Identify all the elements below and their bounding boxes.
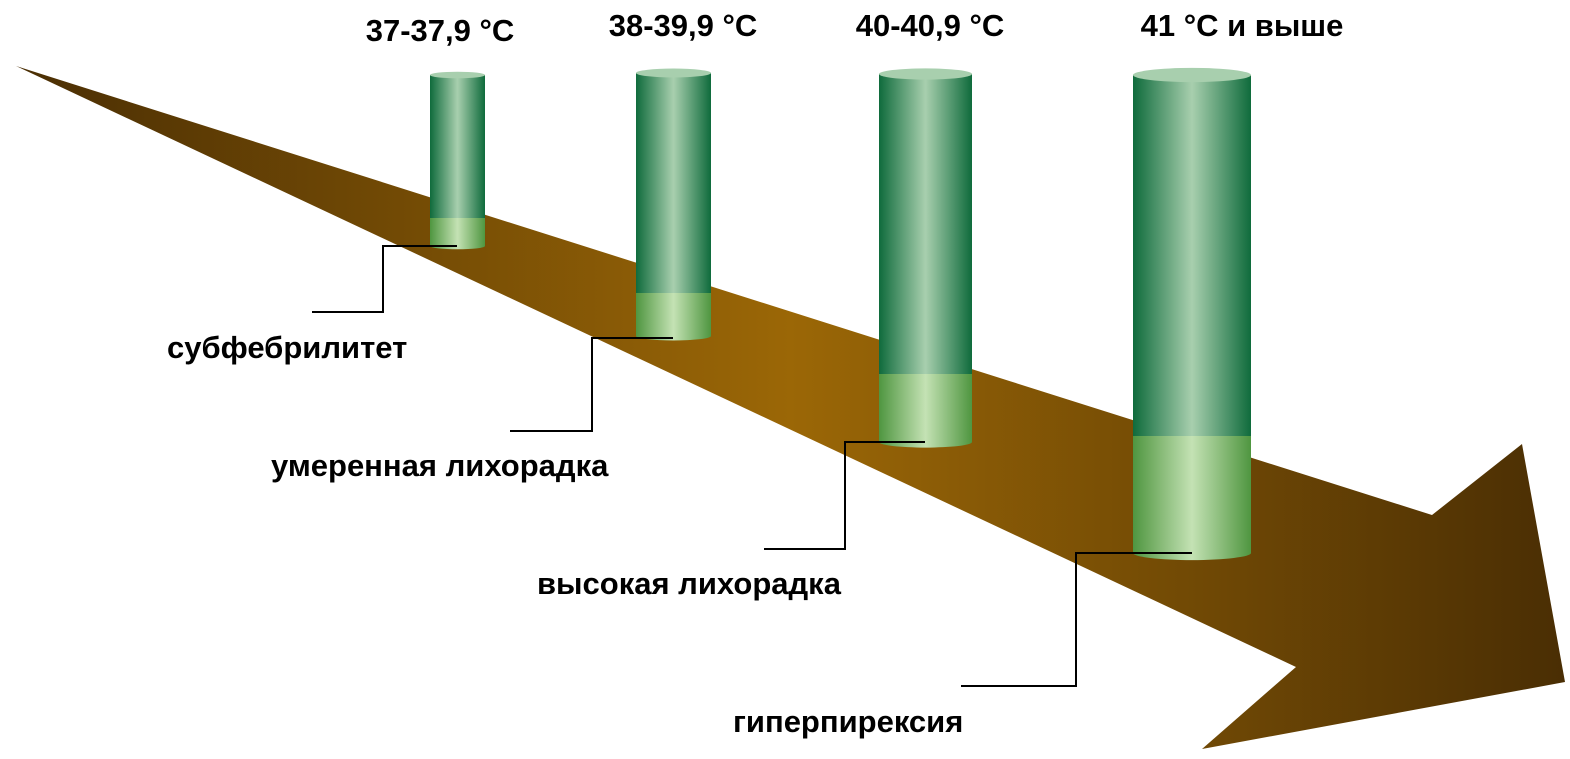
cylinder-band [1133,436,1251,553]
cylinder-body [430,75,485,218]
cylinder-bottom [636,331,711,341]
range-label-subfebrile: 37-37,9 °C [365,13,515,48]
cylinder-top [430,71,485,79]
leader-lines [312,245,1192,687]
cylinder-bottom [430,242,485,250]
temperature-cylinders [430,67,1251,561]
range-label-moderate: 38-39,9 °C [608,8,758,43]
stage-label-high-fever: высокая лихорадка [537,566,841,601]
range-label-high: 40-40,9 °C [855,8,1005,43]
cylinder-band [636,293,711,336]
range-label-hyperpyrexia: 41 °C и выше [1140,8,1344,43]
leader-line-hyperpyrexia [961,552,1192,687]
stage-label-hyperpyrexia: гиперпирексия [733,704,964,739]
cylinder-high-fever [879,68,972,448]
temperature-rise-arrow [16,66,1565,749]
cylinder-band [879,374,972,442]
cylinder-moderate-fever [636,68,711,341]
cylinder-subfebrile [430,71,485,250]
cylinder-top [636,68,711,78]
leader-line-subfebrile [312,245,457,313]
cylinder-hyperpyrexia [1133,67,1251,561]
leader-line-moderate-fever [510,337,673,432]
stage-label-subfebrile: субфебрилитет [167,330,408,365]
leader-line-high-fever [764,441,925,550]
cylinder-body [1133,75,1251,436]
stage-label-moderate-fever: умеренная лихорадка [271,448,609,483]
cylinder-body [636,73,711,293]
cylinder-bottom [879,436,972,448]
cylinder-band [430,218,485,246]
cylinder-top [1133,67,1251,83]
cylinder-top [879,68,972,80]
cylinder-body [879,74,972,374]
